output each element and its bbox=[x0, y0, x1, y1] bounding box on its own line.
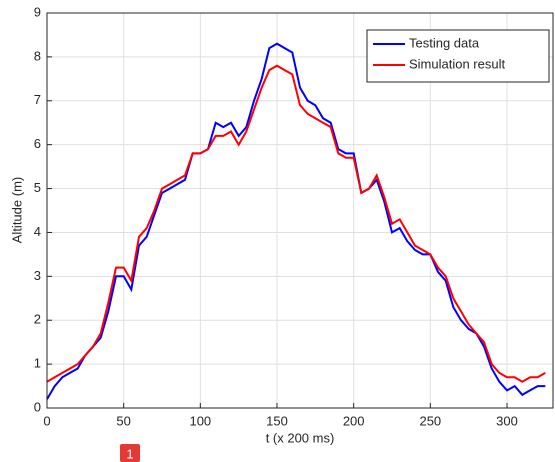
y-tick-label: 9 bbox=[34, 4, 41, 19]
legend-label: Simulation result bbox=[409, 56, 505, 71]
y-tick-label: 5 bbox=[34, 180, 41, 195]
y-tick-label: 2 bbox=[34, 312, 41, 327]
x-tick-label: 150 bbox=[266, 413, 288, 428]
y-tick-label: 6 bbox=[34, 136, 41, 151]
legend-label: Testing data bbox=[409, 35, 480, 50]
annotation-text: 1 bbox=[126, 446, 133, 461]
x-tick-label: 250 bbox=[419, 413, 441, 428]
y-tick-label: 7 bbox=[34, 92, 41, 107]
y-axis-label: Altitude (m) bbox=[9, 177, 24, 243]
annotation-badge bbox=[120, 444, 140, 462]
series-line bbox=[46, 64, 546, 383]
legend-box bbox=[366, 29, 550, 83]
x-axis-label: t (x 200 ms) bbox=[266, 430, 335, 445]
x-tick-label: 0 bbox=[43, 413, 50, 428]
x-tick-label: 300 bbox=[496, 413, 518, 428]
y-tick-label: 8 bbox=[34, 48, 41, 63]
x-tick-label: 200 bbox=[343, 413, 365, 428]
y-tick-label: 0 bbox=[34, 399, 41, 414]
x-tick-label: 100 bbox=[189, 413, 211, 428]
y-tick-label: 4 bbox=[34, 224, 41, 239]
y-tick-label: 1 bbox=[34, 356, 41, 371]
plot-frame bbox=[46, 12, 554, 409]
series-line bbox=[46, 42, 546, 400]
y-tick-label: 3 bbox=[34, 268, 41, 283]
x-tick-label: 50 bbox=[116, 413, 130, 428]
